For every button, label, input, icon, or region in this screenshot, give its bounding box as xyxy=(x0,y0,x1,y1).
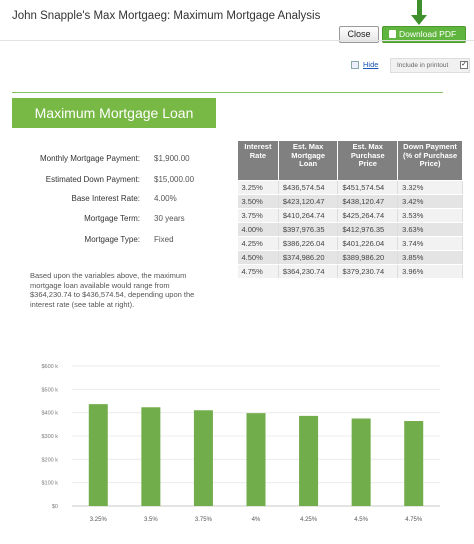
table-cell: $379,230.74 xyxy=(337,264,399,279)
table-cell: 3.75% xyxy=(237,208,279,223)
y-tick-label: $400 k xyxy=(41,411,58,417)
table-cell: $425,264.74 xyxy=(337,208,399,223)
table-cell: $386,226.04 xyxy=(278,236,339,251)
hide-link[interactable]: Hide xyxy=(363,60,379,69)
x-tick-label: 4% xyxy=(252,517,261,523)
arrow-pointer-icon xyxy=(411,15,427,25)
summary-text: Based upon the variables above, the maxi… xyxy=(30,271,195,309)
interest-rate-value: 4.00% xyxy=(154,194,177,203)
header-max-price: Est. Max Purchase Price xyxy=(337,140,399,181)
down-payment-label: Estimated Down Payment: xyxy=(45,175,140,184)
y-tick-label: $300 k xyxy=(41,434,58,440)
header-down-payment: Down Payment (% of Purchase Price) xyxy=(397,140,463,181)
table-cell: 4.00% xyxy=(237,222,279,237)
section-title: Maximum Mortgage Loan xyxy=(12,98,216,128)
table-cell: 3.53% xyxy=(397,208,463,223)
monthly-payment-label: Monthly Mortgage Payment: xyxy=(39,154,140,163)
section-divider xyxy=(12,92,443,93)
download-pdf-button[interactable]: Download PDF xyxy=(382,26,466,43)
x-tick-label: 4.75% xyxy=(405,517,423,523)
table-cell: $412,976.35 xyxy=(337,222,399,237)
include-printout-box xyxy=(390,58,470,73)
x-tick-label: 3.25% xyxy=(90,517,108,523)
table-cell: $438,120.47 xyxy=(337,194,399,209)
hide-icon[interactable] xyxy=(351,61,359,69)
table-cell: 3.74% xyxy=(397,236,463,251)
table-cell: 3.96% xyxy=(397,264,463,279)
bar xyxy=(351,418,371,506)
down-payment-value: $15,000.00 xyxy=(154,175,195,184)
window-title: John Snapple's Max Mortgaeg: Maximum Mor… xyxy=(12,10,321,22)
table-row: 4.50% $374,986.20 $389,986.20 3.85% xyxy=(237,250,463,265)
table-cell: $451,574.54 xyxy=(337,180,399,195)
table-cell: 3.85% xyxy=(397,250,463,265)
y-tick-label: $100 k xyxy=(41,481,58,487)
y-tick-label: $500 k xyxy=(41,387,58,393)
arrow-pointer-shaft xyxy=(417,0,422,18)
x-tick-label: 4.25% xyxy=(300,517,318,523)
table-cell: $401,226.04 xyxy=(337,236,399,251)
table-cell: 4.75% xyxy=(237,264,279,279)
include-printout-label: Include in printout xyxy=(397,62,449,69)
table-cell: $410,264.74 xyxy=(278,208,339,223)
bar xyxy=(88,404,108,506)
table-cell: 3.50% xyxy=(237,194,279,209)
table-cell: $436,574.54 xyxy=(278,180,339,195)
close-button[interactable]: Close xyxy=(339,26,379,43)
bar xyxy=(246,413,266,506)
x-tick-label: 3.75% xyxy=(195,517,213,523)
table-cell: 3.63% xyxy=(397,222,463,237)
header-max-loan: Est. Max Mortgage Loan xyxy=(277,140,339,181)
mortgage-term-label: Mortgage Term: xyxy=(84,214,140,223)
table-cell: 3.25% xyxy=(237,180,279,195)
bar xyxy=(141,407,161,506)
bar xyxy=(404,421,424,506)
table-row: 4.00% $397,976.35 $412,976.35 3.63% xyxy=(237,222,463,237)
y-tick-label: $0 xyxy=(52,504,58,510)
include-printout-checkbox[interactable]: ✓ xyxy=(460,61,468,69)
table-cell: $397,976.35 xyxy=(278,222,339,237)
header-divider xyxy=(0,40,474,41)
table-cell: $423,120.47 xyxy=(278,194,339,209)
mortgage-type-value: Fixed xyxy=(154,235,174,244)
table-cell: 3.42% xyxy=(397,194,463,209)
pdf-icon xyxy=(389,30,396,38)
table-cell: 4.25% xyxy=(237,236,279,251)
rate-table: Interest Rate Est. Max Mortgage Loan Est… xyxy=(237,140,463,279)
table-cell: 3.32% xyxy=(397,180,463,195)
header-interest-rate: Interest Rate xyxy=(237,140,279,181)
bar xyxy=(193,410,213,506)
table-row: 4.75% $364,230.74 $379,230.74 3.96% xyxy=(237,264,463,279)
y-tick-label: $200 k xyxy=(41,457,58,463)
mortgage-bar-chart: $0 $100 k $200 k $300 k $400 k $500 k $600 k 3… xyxy=(41,364,440,523)
bar xyxy=(299,415,319,506)
download-pdf-label: Download PDF xyxy=(399,29,457,39)
mortgage-term-value: 30 years xyxy=(154,214,185,223)
x-tick-label: 3.5% xyxy=(144,517,158,523)
mortgage-type-label: Mortgage Type: xyxy=(84,235,140,244)
table-cell: $364,230.74 xyxy=(278,264,339,279)
x-tick-label: 4.5% xyxy=(354,517,368,523)
monthly-payment-value: $1,900.00 xyxy=(154,154,190,163)
table-cell: $374,986.20 xyxy=(278,250,339,265)
table-row: 3.50% $423,120.47 $438,120.47 3.42% xyxy=(237,194,463,209)
table-row: 4.25% $386,226.04 $401,226.04 3.74% xyxy=(237,236,463,251)
table-cell: $389,986.20 xyxy=(337,250,399,265)
interest-rate-label: Base Interest Rate: xyxy=(71,194,140,203)
y-tick-label: $600 k xyxy=(41,364,58,370)
table-row: 3.75% $410,264.74 $425,264.74 3.53% xyxy=(237,208,463,223)
table-row: 3.25% $436,574.54 $451,574.54 3.32% xyxy=(237,180,463,195)
table-cell: 4.50% xyxy=(237,250,279,265)
